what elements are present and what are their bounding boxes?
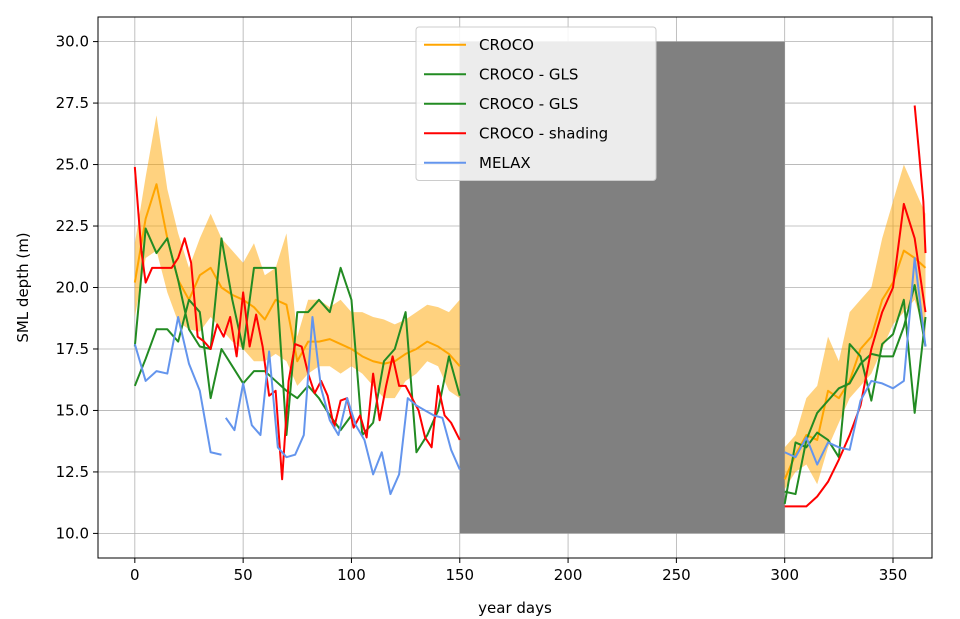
series-line [913, 105, 927, 254]
series-line [224, 316, 461, 496]
legend-label: CROCO - shading [479, 124, 608, 142]
spread-band [134, 115, 926, 490]
y-tick-label: 12.5 [56, 463, 89, 481]
series-line [784, 202, 927, 508]
spread-band-area [784, 164, 926, 490]
series-lines [133, 105, 927, 508]
series-line [133, 166, 461, 481]
legend-label: CROCO [479, 36, 534, 54]
y-tick-label: 25.0 [56, 156, 89, 174]
series-line [784, 256, 927, 466]
legend-label: CROCO - GLS [479, 65, 578, 83]
y-tick-label: 22.5 [56, 217, 89, 235]
x-tick-label: 250 [662, 566, 691, 584]
legend-box [415, 26, 657, 181]
series-line [784, 284, 927, 496]
legend-label: MELAX [479, 154, 531, 172]
y-axis-title: SML depth (m) [14, 232, 32, 342]
x-tick-label: 150 [445, 566, 474, 584]
series-line [133, 227, 461, 454]
x-tick-label: 200 [554, 566, 583, 584]
spread-band-area [134, 115, 460, 399]
x-tick-label: 350 [879, 566, 908, 584]
legend: CROCO CROCO - GLS CROCO - GLS CROCO - shadi… [415, 26, 657, 181]
x-tick-label: 100 [337, 566, 366, 584]
series-line [133, 316, 222, 456]
y-tick-label: 15.0 [56, 401, 89, 419]
series-line [783, 298, 927, 505]
x-axis-title: year days [478, 599, 552, 617]
y-tick-label: 17.5 [56, 340, 89, 358]
y-tick-label: 10.0 [56, 524, 89, 542]
legend-label: CROCO - GLS [479, 95, 578, 113]
y-tick-label: 27.5 [56, 94, 89, 112]
y-axis-ticks: 10.0 12.5 15.0 17.5 20.0 22.5 25.0 27.5 30.0 [56, 33, 98, 542]
y-tick-label: 30.0 [56, 33, 89, 51]
x-tick-label: 0 [130, 566, 140, 584]
x-axis-ticks: 0 50 100 150 200 250 300 350 [130, 558, 907, 584]
x-tick-label: 50 [234, 566, 253, 584]
x-tick-label: 300 [770, 566, 799, 584]
y-tick-label: 20.0 [56, 279, 89, 297]
